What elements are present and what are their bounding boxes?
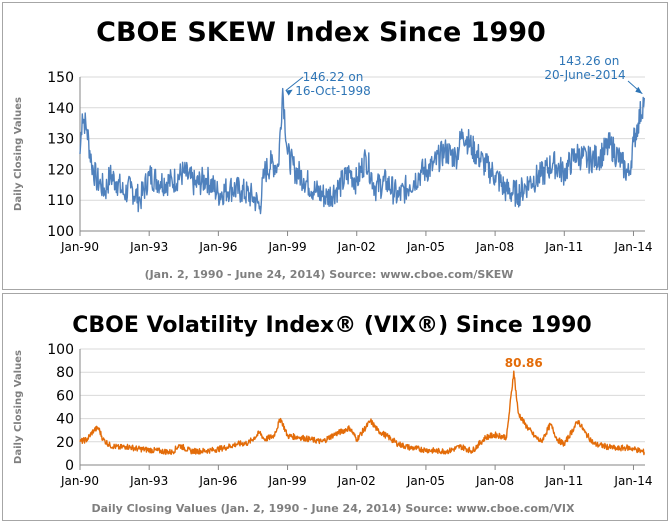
series-line <box>79 87 645 215</box>
chart-footer: (Jan. 2, 1990 - June 24, 2014) Source: w… <box>145 268 514 281</box>
x-tick-label: Jan-96 <box>198 240 237 254</box>
y-tick-label: 120 <box>47 162 74 178</box>
x-tick-label: Jan-99 <box>267 474 306 488</box>
annotation-label: 20-June-2014 <box>544 68 625 82</box>
annotation-arrow <box>285 76 304 92</box>
x-tick-label: Jan-96 <box>198 474 237 488</box>
x-tick-label: Jan-05 <box>406 240 445 254</box>
chart-title: CBOE SKEW Index Since 1990 <box>96 17 546 48</box>
y-tick-label: 60 <box>56 388 74 404</box>
y-axis-label: Daily Closing Values <box>13 350 24 464</box>
x-tick-label: Jan-05 <box>406 474 445 488</box>
vix-chart-panel: CBOE Volatility Index® (VIX®) Since 1990… <box>2 293 668 521</box>
skew-chart-panel: CBOE SKEW Index Since 1990 100 110 120 130 14… <box>2 2 668 290</box>
x-tick-label: Jan-02 <box>337 474 376 488</box>
x-tick-label: Jan-11 <box>544 240 583 254</box>
x-tick-label: Jan-08 <box>475 240 514 254</box>
x-tick-label: Jan-93 <box>129 240 168 254</box>
y-tick-label: 140 <box>47 101 74 117</box>
x-tick-label: Jan-14 <box>613 240 652 254</box>
y-tick-label: 100 <box>47 224 74 240</box>
series-line <box>79 370 645 456</box>
annotation-label: 146.22 on <box>303 70 364 84</box>
y-tick-label: 40 <box>56 412 74 428</box>
x-tick-label: Jan-90 <box>60 474 99 488</box>
annotation-label: 80.86 <box>505 356 543 370</box>
annotation-label: 143.26 on <box>559 54 620 68</box>
annotation-arrowhead <box>285 89 293 96</box>
y-tick-label: 150 <box>47 70 74 86</box>
y-tick-label: 130 <box>47 132 74 148</box>
chart-title: CBOE Volatility Index® (VIX®) Since 1990 <box>72 313 592 338</box>
x-tick-label: Jan-14 <box>613 474 652 488</box>
x-tick-label: Jan-08 <box>475 474 514 488</box>
y-tick-label: 0 <box>65 458 74 474</box>
annotation-label: 16-Oct-1998 <box>295 84 371 98</box>
x-tick-label: Jan-99 <box>267 240 306 254</box>
annotation-arrowhead <box>635 86 643 94</box>
x-tick-label: Jan-11 <box>544 474 583 488</box>
x-tick-label: Jan-90 <box>60 240 99 254</box>
y-tick-label: 110 <box>47 193 74 209</box>
y-axis-label: Daily Closing Values <box>13 97 24 211</box>
y-tick-label: 20 <box>56 435 74 451</box>
x-tick-label: Jan-02 <box>337 240 376 254</box>
chart-footer: Daily Closing Values (Jan. 2, 1990 - Jun… <box>92 502 575 515</box>
x-tick-label: Jan-93 <box>129 474 168 488</box>
skew-chart: CBOE SKEW Index Since 1990 100 110 120 130 14… <box>13 17 653 281</box>
y-tick-label: 80 <box>56 365 74 381</box>
y-tick-label: 100 <box>47 342 74 358</box>
vix-chart: CBOE Volatility Index® (VIX®) Since 1990… <box>13 313 653 515</box>
